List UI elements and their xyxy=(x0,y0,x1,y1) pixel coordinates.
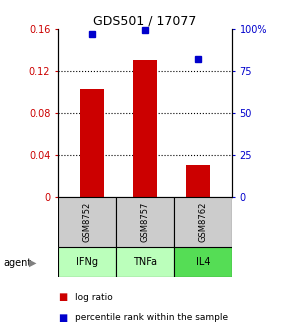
Text: GSM8762: GSM8762 xyxy=(198,202,208,242)
Text: GSM8752: GSM8752 xyxy=(82,202,92,242)
Text: TNFa: TNFa xyxy=(133,257,157,267)
Text: log ratio: log ratio xyxy=(75,293,113,302)
Bar xyxy=(116,197,174,247)
Bar xyxy=(116,247,174,277)
Text: ■: ■ xyxy=(58,292,67,302)
Bar xyxy=(133,60,157,197)
Bar xyxy=(58,197,116,247)
Bar xyxy=(58,247,116,277)
Text: ■: ■ xyxy=(58,312,67,323)
Text: IL4: IL4 xyxy=(196,257,210,267)
Bar xyxy=(174,197,232,247)
Text: percentile rank within the sample: percentile rank within the sample xyxy=(75,313,229,322)
Bar xyxy=(80,89,104,197)
Bar xyxy=(174,247,232,277)
Bar xyxy=(186,165,210,197)
Text: GSM8757: GSM8757 xyxy=(140,202,150,242)
Text: ▶: ▶ xyxy=(29,258,37,268)
Text: agent: agent xyxy=(3,258,31,268)
Title: GDS501 / 17077: GDS501 / 17077 xyxy=(93,14,197,28)
Text: IFNg: IFNg xyxy=(76,257,98,267)
